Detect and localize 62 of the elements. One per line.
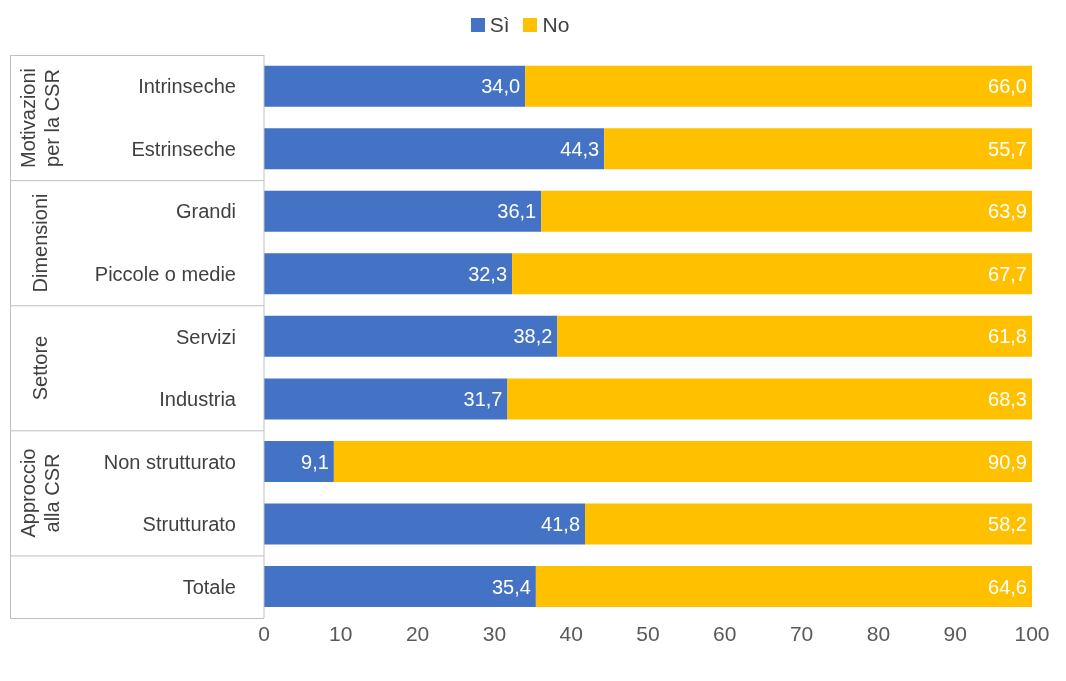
data-label: 9,1 [301,450,329,473]
data-label: 35,4 [491,575,531,598]
data-label: 34,0 [481,75,521,98]
bar [585,503,1032,545]
data-label: 61,8 [988,325,1027,348]
bar [264,503,586,545]
bar [604,128,1032,170]
y-tick-label: Totale [182,575,236,598]
data-label: 36,1 [497,200,537,223]
data-label: 90,9 [988,450,1027,473]
data-label: 44,3 [560,137,600,160]
data-label: 63,9 [988,200,1027,223]
bar [541,190,1032,232]
data-label: 68,3 [988,388,1027,411]
legend-label: No [541,13,570,37]
bar [333,440,1032,482]
x-tick-label: 80 [866,621,891,645]
legend-label: Sì [488,13,510,37]
text: Motivazioni per la CSR [16,66,64,170]
x-tick-label: 50 [636,621,660,645]
bar [264,566,536,608]
x-tick-label: 100 [1014,621,1050,645]
y-tick-label: Piccole o medie [94,263,236,286]
data-label: 32,3 [468,262,508,285]
y-tick-label: Servizi [175,325,236,348]
data-label: 67,7 [988,262,1027,285]
data-label: 66,0 [988,75,1027,98]
bar [264,440,334,482]
text: Dimensioni [28,192,52,295]
data-label: 55,7 [988,137,1027,160]
bar [512,253,1032,295]
data-label: 41,8 [541,513,581,536]
data-label: 38,2 [513,325,553,348]
data-label: 58,2 [988,513,1027,536]
data-label: 64,6 [988,575,1027,598]
bar [264,190,542,232]
x-tick-label: 90 [943,621,967,645]
bar [264,65,526,107]
bar [264,253,513,295]
data-label: 31,7 [463,388,503,411]
x-tick-label: 40 [559,621,583,645]
x-tick-label: 30 [482,621,507,645]
bar [525,65,1032,107]
bar [264,378,508,420]
bar [264,128,605,170]
y-tick-label: Estrinseche [131,137,236,160]
x-tick-label: 60 [713,621,737,645]
y-tick-label: Non strutturato [103,450,236,473]
x-tick-label: 20 [405,621,430,645]
x-tick-label: 70 [789,621,814,645]
y-tick-label: Intrinseche [138,75,236,98]
bar [507,378,1032,420]
y-tick-label: Industria [159,388,237,411]
y-tick-label: Strutturato [142,513,236,536]
x-tick-label: 0 [258,621,270,645]
text: Approccio alla CSR [16,447,64,540]
x-tick-label: 10 [329,621,353,645]
bar [557,315,1032,357]
bar [535,566,1032,608]
text: Settore [28,334,52,402]
bar [264,315,558,357]
y-tick-label: Grandi [175,200,236,223]
